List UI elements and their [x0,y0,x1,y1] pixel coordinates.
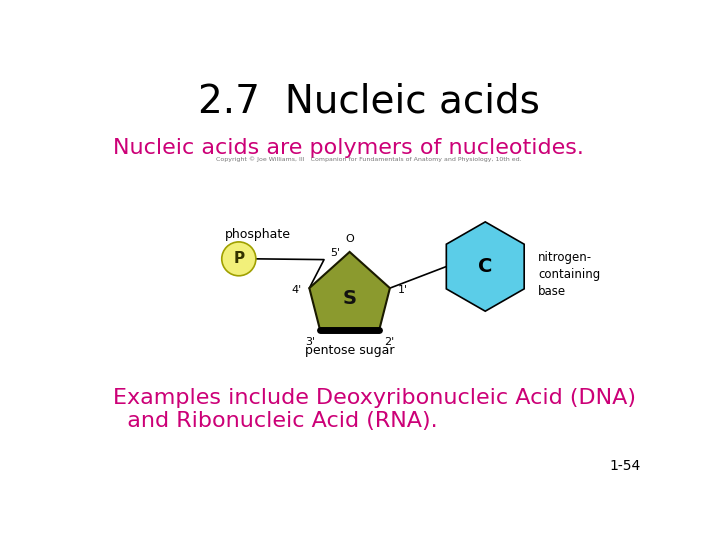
Text: 2': 2' [384,336,394,347]
Text: pentose sugar: pentose sugar [305,345,395,357]
Polygon shape [310,252,390,330]
Text: P: P [233,251,244,266]
Text: nitrogen-
containing
base: nitrogen- containing base [538,251,600,298]
Text: C: C [478,257,492,276]
Circle shape [222,242,256,276]
Text: 1-54: 1-54 [609,459,640,473]
Text: S: S [343,288,356,308]
Text: Examples include Deoxyribonucleic Acid (DNA): Examples include Deoxyribonucleic Acid (… [113,388,636,408]
Text: phosphate: phosphate [225,228,291,241]
Text: Copyright © Joe Williams, III   Companion for Fundamentals of Anatomy and Physio: Copyright © Joe Williams, III Companion … [216,156,522,161]
Text: 3': 3' [305,336,315,347]
Text: 1': 1' [397,286,408,295]
Text: 2.7  Nucleic acids: 2.7 Nucleic acids [198,83,540,121]
Text: 4': 4' [292,286,302,295]
Text: O: O [346,234,354,244]
Text: 5': 5' [330,248,341,259]
Text: Nucleic acids are polymers of nucleotides.: Nucleic acids are polymers of nucleotide… [113,138,584,158]
Polygon shape [446,222,524,311]
Text: and Ribonucleic Acid (RNA).: and Ribonucleic Acid (RNA). [113,411,438,431]
